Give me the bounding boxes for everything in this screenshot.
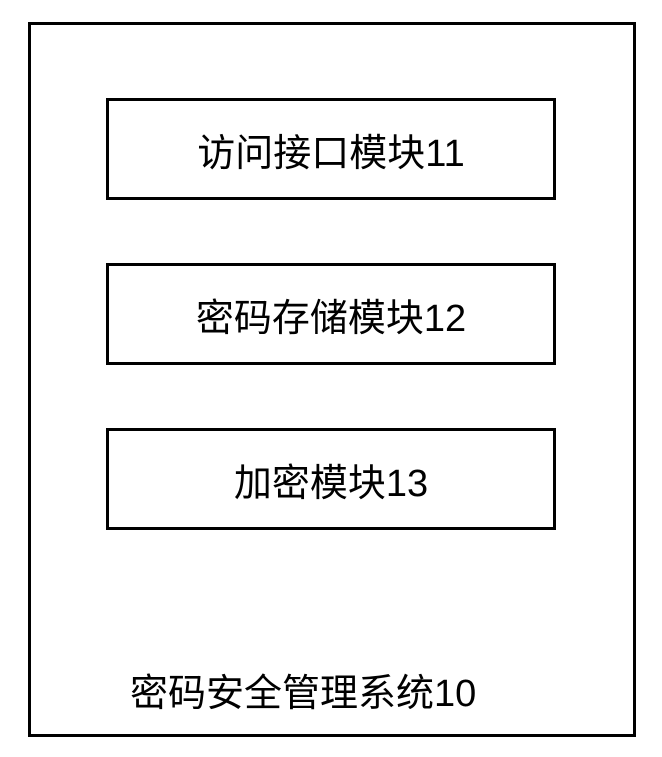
module-label-12: 密码存储模块12 xyxy=(196,287,466,342)
module-label-11: 访问接口模块11 xyxy=(197,122,464,177)
module-box-13: 加密模块13 xyxy=(106,428,556,530)
system-title-label: 密码安全管理系统10 xyxy=(130,662,476,717)
module-box-12: 密码存储模块12 xyxy=(106,263,556,365)
module-box-11: 访问接口模块11 xyxy=(106,98,556,200)
module-label-13: 加密模块13 xyxy=(234,452,428,507)
system-title-text: 密码安全管理系统10 xyxy=(130,673,476,715)
